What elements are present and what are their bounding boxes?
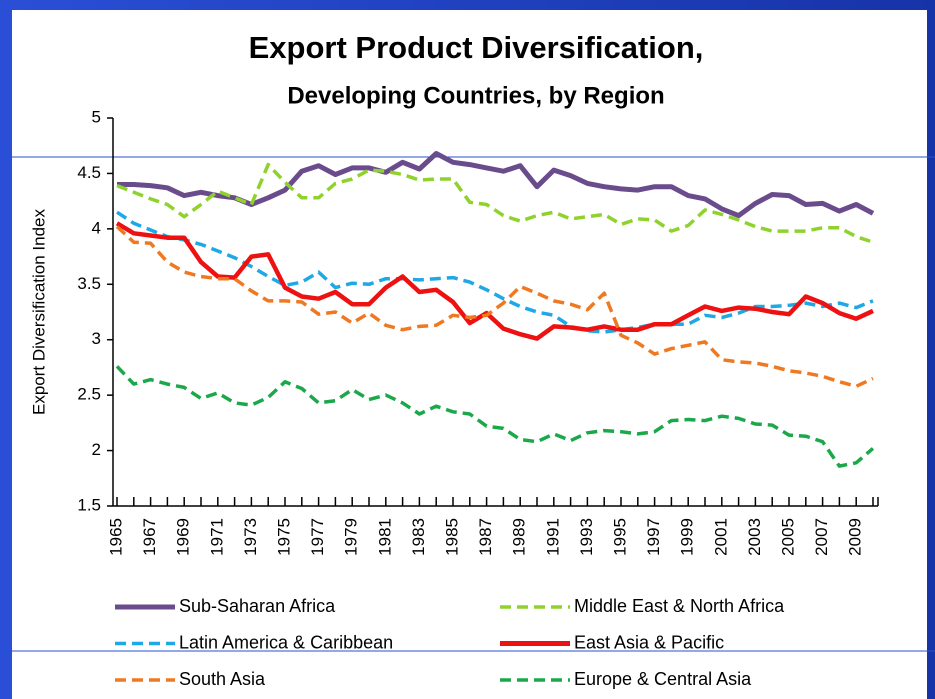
legend-label: East Asia & Pacific — [574, 632, 724, 652]
x-tick-label: 1965 — [106, 518, 125, 556]
legend-label: Latin America & Caribbean — [179, 632, 393, 652]
y-axis-label: Export Diversification Index — [29, 209, 48, 415]
x-tick-label: 1969 — [174, 518, 193, 556]
x-tick-label: 1991 — [543, 518, 562, 556]
x-tick-label: 1979 — [342, 518, 361, 556]
legend-label: Europe & Central Asia — [574, 669, 752, 689]
x-tick-label: 2003 — [745, 518, 764, 556]
x-tick-label: 1995 — [610, 518, 629, 556]
x-tick-label: 1989 — [510, 518, 529, 556]
y-tick-label: 4.5 — [77, 163, 101, 182]
x-tick-label: 1985 — [442, 518, 461, 556]
x-tick-label: 1997 — [644, 518, 663, 556]
x-tick-label: 1993 — [577, 518, 596, 556]
x-tick-label: 1973 — [241, 518, 260, 556]
x-tick-label: 2007 — [812, 518, 831, 556]
x-tick-label: 2009 — [846, 518, 865, 556]
x-tick-label: 1981 — [375, 518, 394, 556]
y-tick-label: 2.5 — [77, 385, 101, 404]
x-tick-label: 1977 — [308, 518, 327, 556]
y-tick-label: 1.5 — [77, 495, 101, 514]
x-tick-label: 1967 — [140, 518, 159, 556]
chart-title: Export Product Diversification, — [249, 30, 704, 65]
series-line — [116, 162, 874, 244]
x-tick-label: 1999 — [678, 518, 697, 556]
legend-label: Sub-Saharan Africa — [179, 596, 336, 616]
slide-panel — [12, 10, 927, 699]
chart-subtitle: Developing Countries, by Region — [287, 82, 664, 109]
x-tick-label: 1987 — [476, 518, 495, 556]
x-tick-label: 2005 — [778, 518, 797, 556]
x-tick-label: 1971 — [207, 518, 226, 556]
y-tick-label: 5 — [92, 107, 101, 126]
series-line — [115, 365, 875, 468]
series-line — [115, 221, 874, 341]
series-line — [115, 225, 874, 389]
legend-label: South Asia — [179, 669, 266, 689]
y-tick-label: 3.5 — [77, 274, 101, 293]
legend-label: Middle East & North Africa — [574, 596, 785, 616]
y-tick-label: 4 — [92, 218, 101, 237]
x-tick-label: 2001 — [711, 518, 730, 556]
y-tick-label: 2 — [92, 440, 101, 459]
y-tick-label: 3 — [92, 329, 101, 348]
x-tick-label: 1983 — [409, 518, 428, 556]
x-tick-label: 1975 — [274, 518, 293, 556]
